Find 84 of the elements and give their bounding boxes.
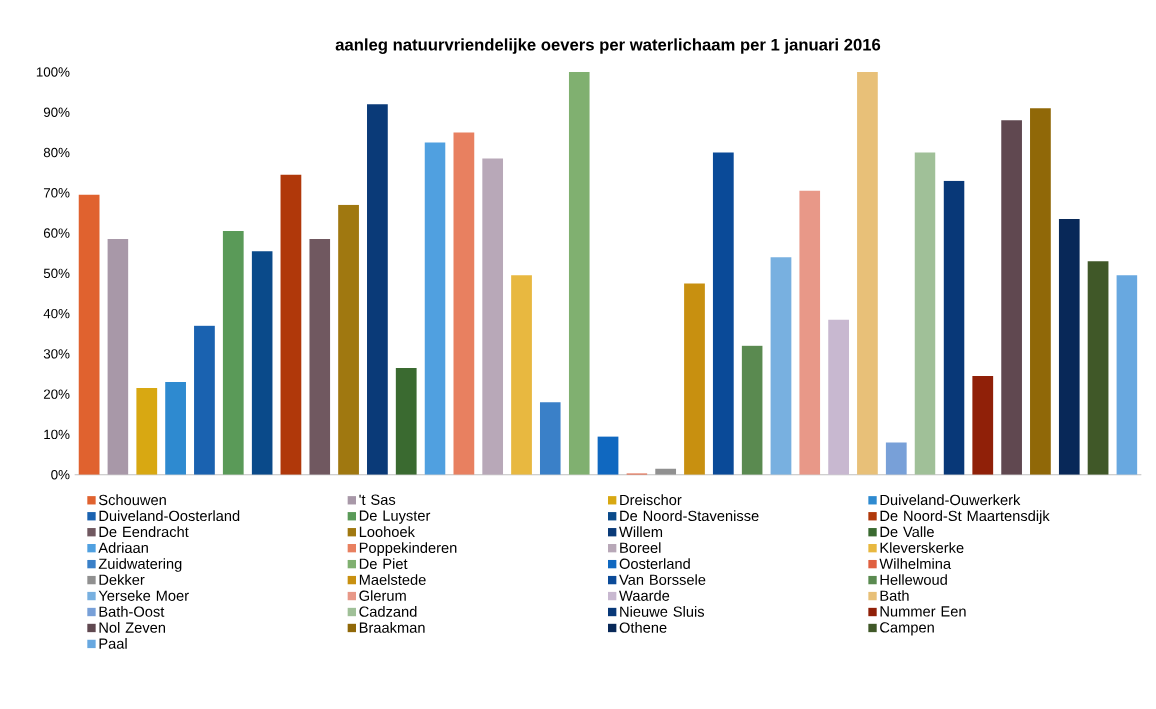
y-tick-label: 100%	[36, 67, 70, 77]
bar	[338, 204, 359, 475]
legend-label: Bath-Oost	[99, 605, 165, 617]
y-tick-label: 70%	[43, 187, 70, 198]
legend-label: Waarde	[619, 589, 670, 601]
bar	[424, 142, 446, 475]
legend-label: Boreel	[620, 542, 661, 553]
legend-label: Maelstede	[359, 574, 426, 585]
bar	[165, 381, 186, 475]
legend-label: Nol Zeven	[99, 621, 166, 633]
bar	[857, 71, 878, 475]
bar	[1030, 108, 1051, 475]
bar	[972, 375, 994, 475]
legend-label: 't Sas	[359, 494, 396, 505]
legend-label: Van Borssele	[619, 574, 706, 585]
legend-label: Duiveland-Oosterland	[99, 510, 240, 521]
legend-label: Dekker	[99, 574, 145, 585]
y-tick-label: 0%	[51, 469, 70, 480]
legend-label: Adriaan	[98, 542, 148, 553]
legend-label: Othene	[619, 621, 667, 633]
y-tick-label: 50%	[43, 268, 70, 278]
bar	[741, 345, 763, 475]
bar	[482, 158, 504, 475]
bar	[251, 251, 273, 475]
legend-label: Oosterland	[619, 558, 690, 569]
bar	[828, 319, 850, 475]
bar	[136, 387, 158, 475]
legend-label: De Valle	[880, 526, 934, 537]
legend-label: Cadzand	[359, 605, 417, 617]
legend-label: Kleverskerke	[880, 542, 964, 553]
legend-label: Hellewoud	[880, 574, 947, 585]
bar	[280, 174, 302, 475]
bar	[885, 442, 907, 475]
bar	[799, 190, 821, 475]
legend-label: Glerum	[359, 589, 406, 601]
legend-label: Duiveland-Ouwerkerk	[880, 494, 1021, 505]
legend-label: De Noord-Stavenisse	[620, 510, 759, 521]
legend-label: Dreischor	[620, 494, 682, 505]
y-tick-label: 10%	[44, 429, 70, 439]
legend-label: Braakman	[359, 621, 425, 633]
y-tick-label: 80%	[43, 147, 70, 158]
legend-label: Zuidwatering	[98, 558, 182, 572]
y-tick-label: 60%	[43, 228, 70, 238]
legend-label: De Eendracht	[99, 526, 189, 537]
y-tick-label: 20%	[43, 389, 70, 399]
y-tick-label: 90%	[43, 107, 70, 117]
legend-label: Bath	[880, 589, 909, 601]
bar	[770, 257, 792, 475]
chart-title: aanleg natuurvriendelijke oevers per waterlichaam per 1 januari 2016	[335, 38, 881, 54]
bar	[309, 238, 331, 475]
bar	[597, 436, 619, 475]
legend-label: De Piet	[359, 558, 408, 569]
bar	[914, 152, 936, 475]
bar	[568, 71, 590, 475]
legend-label: Schouwen	[98, 494, 166, 505]
bar	[539, 402, 561, 475]
legend-label: Yerseke Moer	[98, 589, 189, 601]
bar	[1058, 218, 1080, 475]
legend-label: Wilhelmina	[879, 558, 952, 569]
y-tick-label: 40%	[43, 308, 70, 319]
legend-label: Willem	[619, 526, 663, 537]
legend-label: Campen	[880, 622, 934, 636]
bar	[107, 238, 129, 475]
bar	[367, 104, 388, 475]
legend-label: Paal	[99, 637, 127, 649]
legend-label: Loohoek	[359, 526, 415, 537]
bar	[511, 275, 532, 475]
legend-label: De Noord-St Maartensdijk	[880, 510, 1050, 524]
legend-label: Nieuwe Sluis	[620, 605, 705, 617]
bar	[684, 283, 705, 475]
bar	[1001, 120, 1022, 475]
bar	[712, 152, 734, 475]
legend-label: Nummer Een	[880, 606, 966, 617]
bar	[1116, 275, 1138, 475]
bar	[194, 325, 215, 475]
legend-label: Poppekinderen	[359, 542, 457, 556]
bar	[943, 180, 965, 475]
bar	[453, 132, 475, 475]
bar	[395, 367, 417, 475]
bar	[78, 194, 100, 475]
y-tick-label: 30%	[43, 348, 70, 359]
bar	[222, 230, 244, 475]
legend-label: De Luyster	[359, 510, 431, 524]
bar	[1087, 261, 1109, 475]
